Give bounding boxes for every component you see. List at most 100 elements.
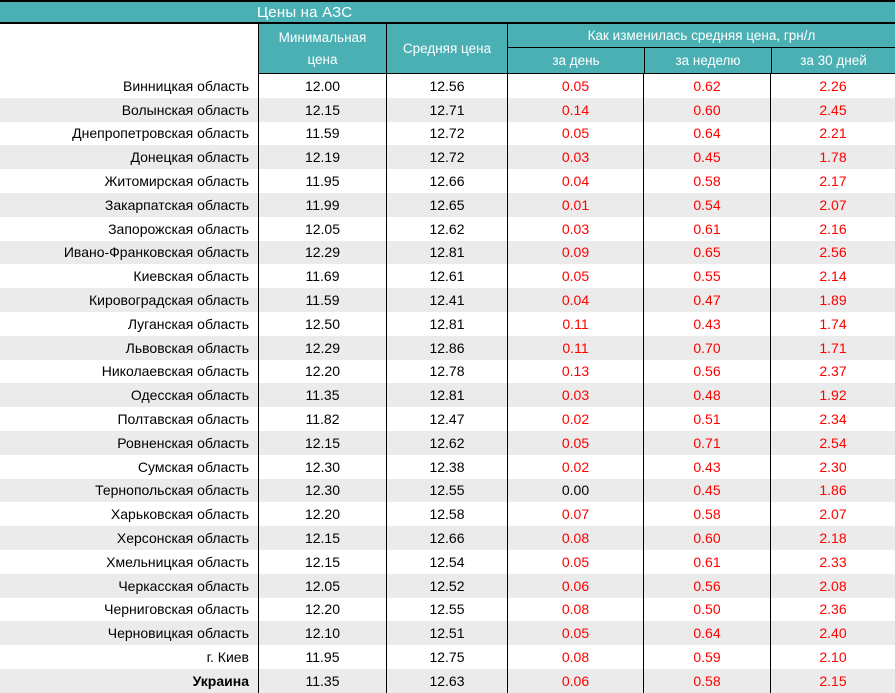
region-name-cell: Черновицкая область [107,625,249,642]
table-row: Одесская область 11.35 12.81 0.03 0.48 1… [0,383,895,408]
min-price-cell: 12.30 [258,454,386,479]
change-day-cell: 0.14 [507,97,643,122]
region-name-cell: Луганская область [127,315,249,332]
region-name-cell: Закарпатская область [104,196,249,213]
table-body: Винницкая область 12.00 12.56 0.05 0.62 … [0,74,895,693]
region-name-cell: Черниговская область [104,601,249,618]
region-name-cell: Винницкая область [123,77,249,94]
region-name-cell: Украина [192,672,249,689]
avg-price-cell: 12.81 [386,240,507,265]
change-day-cell: 0.08 [507,645,643,669]
header-change-subrow: за день за неделю за 30 дней [508,48,895,74]
min-price-cell: 12.15 [258,430,386,455]
table-row: Винницкая область 12.00 12.56 0.05 0.62 … [0,74,895,98]
avg-price-cell: 12.55 [386,597,507,622]
change-day-cell: 0.06 [507,573,643,598]
change-month-cell: 2.14 [770,264,895,289]
min-price-cell: 11.95 [258,645,386,669]
region-name-cell: Харьковская область [110,506,249,523]
change-month-cell: 2.54 [770,430,895,455]
change-week-cell: 0.65 [643,240,770,265]
change-day-cell: 0.01 [507,192,643,217]
change-day-cell: 0.00 [507,478,643,503]
avg-price-cell: 12.71 [386,97,507,122]
table-row: Николаевская область 12.20 12.78 0.13 0.… [0,359,895,384]
table-row: Житомирская область 11.95 12.66 0.04 0.5… [0,169,895,193]
change-day-cell: 0.09 [507,240,643,265]
change-day-cell: 0.03 [507,216,643,241]
change-week-cell: 0.45 [643,478,770,503]
change-month-cell: 2.21 [770,121,895,146]
change-month-cell: 1.78 [770,145,895,170]
change-month-cell: 2.07 [770,192,895,217]
table-row: Львовская область 12.29 12.86 0.11 0.70 … [0,335,895,360]
avg-price-cell: 12.55 [386,478,507,503]
avg-price-cell: 12.38 [386,454,507,479]
change-month-cell: 2.17 [770,169,895,193]
avg-price-cell: 12.58 [386,502,507,527]
region-name-cell: Кировоградская область [89,292,249,309]
change-week-cell: 0.60 [643,526,770,550]
change-day-cell: 0.08 [507,597,643,622]
change-day-cell: 0.11 [507,335,643,360]
change-week-cell: 0.71 [643,430,770,455]
table-row: Черниговская область 12.20 12.55 0.08 0.… [0,597,895,622]
min-price-cell: 12.00 [258,74,386,98]
change-week-cell: 0.59 [643,645,770,669]
change-week-cell: 0.61 [643,549,770,574]
change-day-cell: 0.05 [507,121,643,146]
region-name-cell: Запорожская область [108,220,249,237]
table-row: Киевская область 11.69 12.61 0.05 0.55 2… [0,264,895,289]
min-price-cell: 11.59 [258,288,386,312]
change-day-cell: 0.04 [507,169,643,193]
region-name-cell: Днепропетровская область [72,125,249,142]
table-row: Херсонская область 12.15 12.66 0.08 0.60… [0,526,895,550]
change-week-cell: 0.55 [643,264,770,289]
min-price-cell: 11.35 [258,668,386,693]
min-price-cell: 12.15 [258,526,386,550]
change-week-cell: 0.62 [643,74,770,98]
header-change-week: за неделю [644,48,771,74]
avg-price-cell: 12.41 [386,288,507,312]
change-month-cell: 2.45 [770,97,895,122]
table-row: Полтавская область 11.82 12.47 0.02 0.51… [0,407,895,431]
table-row: Ивано-Франковская область 12.29 12.81 0.… [0,240,895,265]
avg-price-cell: 12.51 [386,621,507,646]
change-day-cell: 0.11 [507,311,643,336]
avg-price-cell: 12.54 [386,549,507,574]
change-week-cell: 0.56 [643,359,770,384]
change-day-cell: 0.13 [507,359,643,384]
change-day-cell: 0.04 [507,288,643,312]
header-region-spacer [0,24,258,74]
header-change-group: Как изменилась средняя цена, грн/л за де… [507,24,895,74]
change-month-cell: 2.15 [770,668,895,693]
table-header: Минимальная цена Средняя цена Как измени… [0,24,895,74]
change-day-cell: 0.05 [507,430,643,455]
region-name-cell: Житомирская область [104,173,249,190]
table-row: г. Киев 11.95 12.75 0.08 0.59 2.10 [0,645,895,669]
table-row: Хмельницкая область 12.15 12.54 0.05 0.6… [0,549,895,574]
change-month-cell: 2.30 [770,454,895,479]
change-month-cell: 1.71 [770,335,895,360]
region-name-cell: Ровненская область [117,434,249,451]
table-title-bar: Цены на АЗС [0,2,895,24]
region-name-cell: Львовская область [125,339,249,356]
avg-price-cell: 12.62 [386,430,507,455]
min-price-cell: 12.30 [258,478,386,503]
table-row: Украина 11.35 12.63 0.06 0.58 2.15 [0,668,895,693]
change-month-cell: 2.34 [770,407,895,431]
header-change-day: за день [508,48,644,74]
change-week-cell: 0.58 [643,169,770,193]
change-month-cell: 2.40 [770,621,895,646]
table-title: Цены на АЗС [257,3,353,21]
avg-price-cell: 12.63 [386,668,507,693]
table-row: Закарпатская область 11.99 12.65 0.01 0.… [0,192,895,217]
header-change-group-title: Как изменилась средняя цена, грн/л [508,24,895,48]
avg-price-cell: 12.81 [386,311,507,336]
change-month-cell: 2.10 [770,645,895,669]
table-row: Луганская область 12.50 12.81 0.11 0.43 … [0,311,895,336]
change-month-cell: 2.33 [770,549,895,574]
region-name-cell: Одесская область [130,387,249,404]
min-price-cell: 12.29 [258,335,386,360]
